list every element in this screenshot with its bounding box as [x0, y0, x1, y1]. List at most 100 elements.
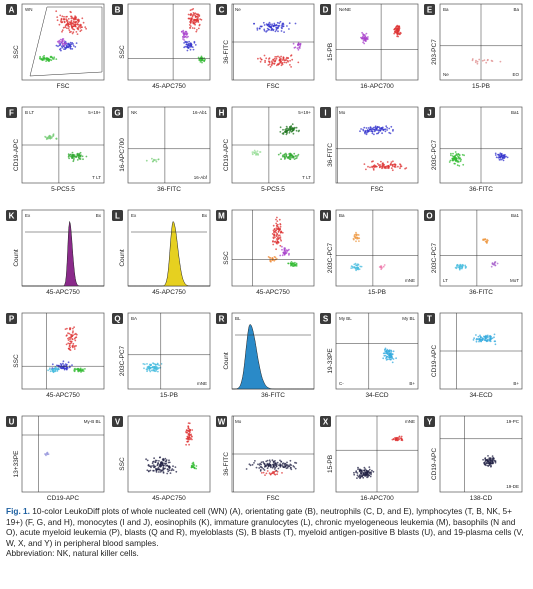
event-dot	[193, 467, 196, 470]
event-dot	[479, 338, 482, 341]
event-dot	[62, 26, 65, 29]
event-dot	[378, 126, 381, 129]
event-dot	[387, 167, 390, 170]
event-dot	[186, 36, 188, 39]
event-dot	[146, 367, 149, 370]
panel-letter-box	[320, 4, 331, 15]
event-dot	[279, 236, 282, 239]
event-dot	[486, 461, 488, 464]
panel-letter: R	[219, 315, 225, 324]
plot-panel: 19-PC 19-DE Y 138-CD CD19-APC	[424, 415, 523, 502]
event-dot	[157, 462, 159, 465]
event-dot	[355, 231, 357, 234]
event-dot	[271, 23, 273, 26]
event-dot	[278, 22, 281, 25]
event-dot	[69, 10, 72, 13]
event-dot	[487, 239, 489, 242]
event-dot	[55, 10, 58, 13]
gate-label: Ba	[443, 7, 449, 12]
event-dot	[274, 470, 277, 473]
event-dot	[280, 64, 283, 67]
event-dot	[190, 19, 193, 21]
event-dot	[385, 352, 387, 355]
event-dot	[151, 462, 154, 465]
event-dot	[390, 350, 393, 353]
plot-frame	[335, 3, 419, 81]
event-dot	[66, 327, 68, 330]
histogram	[128, 220, 210, 287]
event-dot	[271, 259, 273, 262]
event-dot	[272, 29, 274, 32]
event-dot	[499, 155, 502, 158]
panel-letter-box	[320, 107, 331, 118]
gate-label: Bx	[202, 213, 208, 218]
caption-label: Fig. 1.	[6, 506, 30, 516]
event-dot	[155, 471, 158, 473]
event-dot	[81, 26, 83, 28]
event-dot	[46, 57, 49, 60]
event-dot	[160, 461, 163, 464]
event-dot	[492, 456, 494, 459]
event-dot	[353, 263, 356, 266]
event-dot	[285, 58, 288, 60]
event-dot	[191, 16, 194, 18]
event-dot	[201, 59, 204, 62]
event-dot	[263, 28, 266, 31]
panel-letter: G	[114, 109, 120, 118]
event-dot	[389, 358, 392, 361]
event-dot	[297, 153, 300, 156]
event-dot	[71, 48, 74, 50]
x-axis-label: 45-APC750	[46, 392, 80, 399]
event-dot	[454, 151, 457, 153]
event-dot	[491, 337, 494, 340]
event-dot	[452, 157, 454, 160]
histogram	[232, 324, 314, 390]
gate-label: B LT	[25, 110, 34, 115]
y-axis-label: Count	[223, 352, 230, 370]
event-dot	[187, 47, 190, 49]
event-dot	[159, 471, 162, 473]
gate-label: Bx	[96, 213, 102, 218]
event-dot	[283, 153, 286, 156]
panel-letter: T	[427, 315, 432, 324]
event-dot	[276, 21, 279, 24]
event-dot	[72, 334, 74, 337]
event-dot	[158, 456, 161, 459]
event-dot	[75, 18, 78, 20]
event-dot	[189, 431, 191, 434]
event-dot	[73, 348, 76, 350]
event-dot	[145, 159, 148, 162]
event-dot	[389, 164, 392, 166]
event-dot	[295, 262, 298, 265]
event-dot	[366, 131, 368, 134]
event-dot	[145, 458, 148, 461]
event-dot	[295, 129, 298, 132]
x-axis-label: FSC	[267, 83, 280, 90]
event-dot	[281, 248, 283, 251]
event-dot	[275, 465, 278, 467]
event-dot	[391, 353, 394, 355]
gate-label: 5+19+	[298, 110, 311, 115]
event-dot	[185, 429, 188, 432]
event-dot	[269, 461, 272, 463]
event-dot	[351, 267, 354, 269]
event-dot	[376, 132, 378, 135]
event-dot	[157, 370, 159, 373]
x-axis-label: 15-PB	[472, 83, 490, 90]
event-dot	[489, 337, 492, 340]
plot-panel: Ba1 J 36-FITC 203C-PC7	[424, 106, 523, 193]
event-dot	[276, 220, 279, 223]
event-dot	[82, 368, 84, 371]
event-dot	[80, 371, 82, 373]
y-axis-label: SSC	[13, 354, 20, 368]
event-dot	[165, 460, 168, 462]
event-dot	[151, 160, 154, 163]
event-dot	[154, 461, 157, 463]
event-dot	[148, 465, 151, 467]
event-dot	[362, 129, 365, 132]
event-dot	[476, 60, 479, 63]
event-dot	[157, 466, 160, 469]
event-dot	[371, 469, 373, 472]
event-dot	[266, 467, 269, 470]
event-dot	[155, 459, 158, 462]
